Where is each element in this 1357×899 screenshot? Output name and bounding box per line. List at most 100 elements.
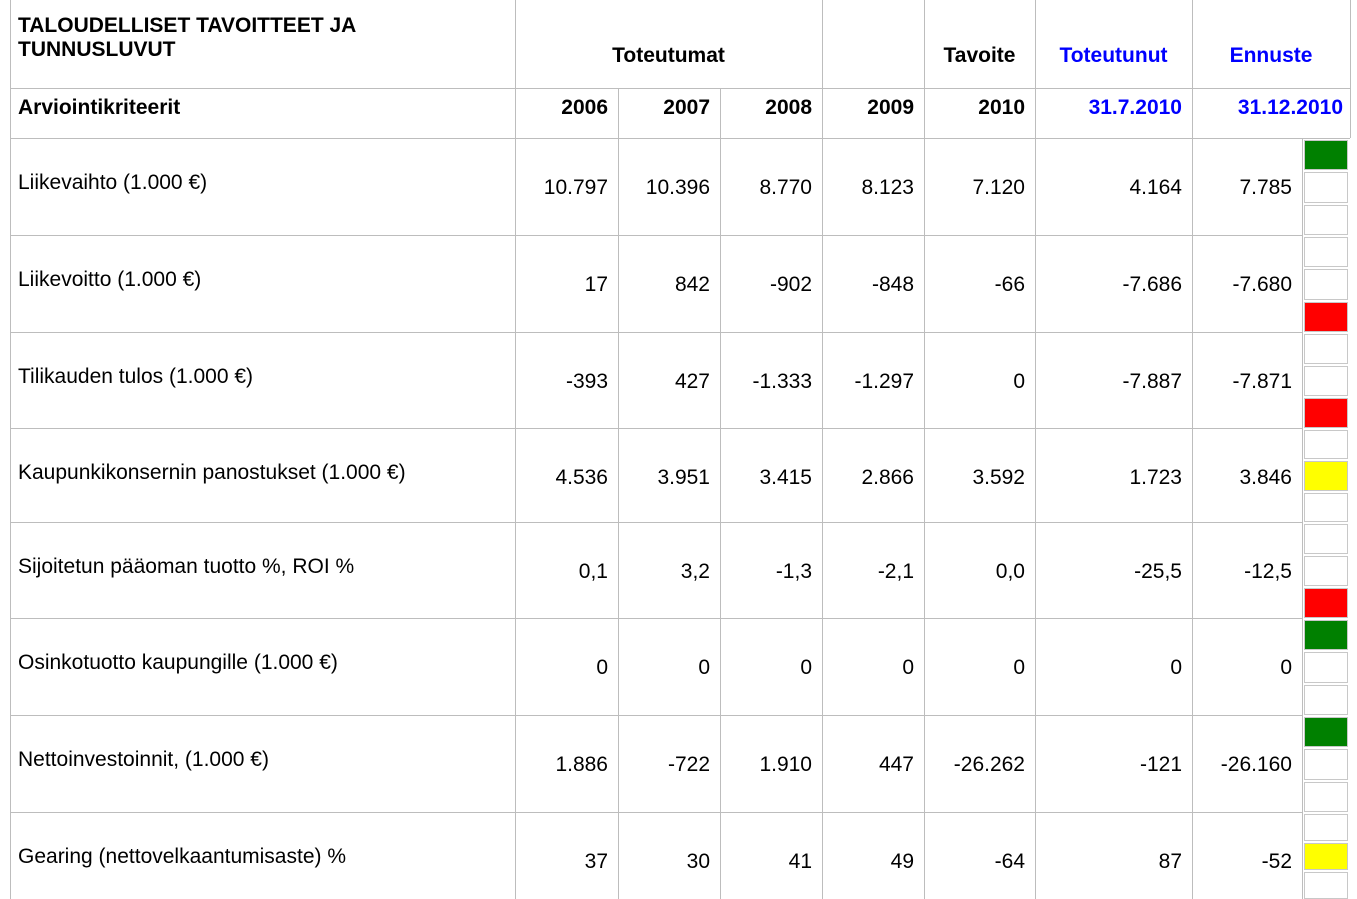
cell-value: -12,5 — [1244, 560, 1292, 583]
cell-value: -1.333 — [752, 370, 812, 393]
cell-value: 3,2 — [680, 560, 710, 583]
year-header: 2009 — [867, 96, 914, 119]
cell-value: 41 — [788, 850, 812, 873]
signal-light — [1304, 140, 1348, 171]
signal-light — [1304, 269, 1348, 300]
cell-value: 7.785 — [1239, 176, 1292, 199]
cell-value: 49 — [890, 850, 914, 873]
column-line — [1192, 0, 1193, 899]
cell-value: -1,3 — [775, 560, 812, 583]
column-line — [720, 88, 721, 899]
header-title: TALOUDELLISET TAVOITTEET JA TUNNUSLUVUT — [18, 14, 356, 61]
cell-value: 0,0 — [995, 560, 1025, 583]
column-line — [618, 88, 619, 899]
signal-light — [1304, 620, 1348, 651]
signal-light — [1304, 237, 1348, 268]
header-cell: Ennuste — [1229, 44, 1313, 67]
signal-light — [1304, 204, 1348, 235]
row-line — [10, 332, 1302, 333]
cell-value: 0 — [1013, 370, 1025, 393]
cell-value: 4.536 — [555, 466, 608, 489]
header-cell: Tavoite — [943, 44, 1016, 67]
cell-value: 17 — [584, 273, 608, 296]
cell-value: 842 — [674, 273, 710, 296]
row-line — [10, 88, 1302, 89]
row-label: Liikevoitto (1.000 €) — [18, 268, 202, 291]
signal-light — [1304, 398, 1348, 428]
column-line — [924, 0, 925, 899]
row-label: Liikevaihto (1.000 €) — [18, 171, 208, 194]
year-header: 2008 — [765, 96, 812, 119]
cell-value: -2,1 — [877, 560, 914, 583]
cell-value: 0 — [902, 656, 914, 679]
column-line — [10, 0, 11, 899]
cell-value: 2.866 — [861, 466, 914, 489]
cell-value: 447 — [878, 753, 914, 776]
signal-light — [1304, 301, 1348, 332]
cell-value: -722 — [667, 753, 710, 776]
cell-value: -1.297 — [854, 370, 914, 393]
cell-value: -26.262 — [953, 753, 1025, 776]
signal-light — [1304, 781, 1348, 812]
signal-light — [1304, 814, 1348, 841]
signal-light — [1304, 749, 1348, 780]
cell-value: 427 — [674, 370, 710, 393]
cell-value: 1.886 — [555, 753, 608, 776]
cell-value: 4.164 — [1129, 176, 1182, 199]
cell-value: -848 — [871, 273, 914, 296]
row-label: Nettoinvestoinnit, (1.000 €) — [18, 748, 269, 771]
signal-light — [1304, 430, 1348, 460]
row-line — [10, 428, 1302, 429]
cell-value: 0 — [1170, 656, 1182, 679]
cell-value: -7.680 — [1232, 273, 1292, 296]
row-label: Kaupunkikonsernin panostukset (1.000 €) — [18, 461, 406, 484]
year-header: 31.7.2010 — [1088, 96, 1182, 119]
cell-value: -7.871 — [1232, 370, 1292, 393]
row-label: Sijoitetun pääoman tuotto %, ROI % — [18, 555, 355, 578]
cell-value: -902 — [769, 273, 812, 296]
cell-value: 3.415 — [759, 466, 812, 489]
signal-light — [1304, 461, 1348, 491]
column-line — [515, 0, 516, 899]
row-line — [10, 618, 1302, 619]
signal-light — [1304, 684, 1348, 715]
signal-light — [1304, 652, 1348, 683]
year-header: 31.12.2010 — [1237, 96, 1343, 119]
cell-value: 30 — [686, 850, 710, 873]
cell-value: -25,5 — [1134, 560, 1182, 583]
year-header: 2007 — [663, 96, 710, 119]
cell-value: 0 — [1280, 656, 1292, 679]
signal-light — [1304, 524, 1348, 554]
column-line — [1035, 0, 1036, 899]
cell-value: 0 — [800, 656, 812, 679]
row-line — [1302, 138, 1350, 139]
cell-value: 0 — [698, 656, 710, 679]
row-line — [10, 715, 1302, 716]
row-line — [10, 235, 1302, 236]
column-line — [1302, 138, 1303, 899]
cell-value: -7.887 — [1122, 370, 1182, 393]
cell-value: 7.120 — [972, 176, 1025, 199]
cell-value: -64 — [994, 850, 1025, 873]
cell-value: -393 — [565, 370, 608, 393]
cell-value: 3.846 — [1239, 466, 1292, 489]
signal-light — [1304, 366, 1348, 396]
cell-value: -121 — [1139, 753, 1182, 776]
row-label: Osinkotuotto kaupungille (1.000 €) — [18, 651, 338, 674]
row-line — [10, 522, 1302, 523]
header-cell: Toteutunut — [1059, 44, 1168, 67]
cell-value: -52 — [1261, 850, 1292, 873]
row-label: Tilikauden tulos (1.000 €) — [18, 365, 254, 388]
year-header: 2006 — [561, 96, 608, 119]
cell-value: 10.797 — [543, 176, 608, 199]
signal-light — [1304, 492, 1348, 522]
cell-value: 1.723 — [1129, 466, 1182, 489]
signal-light — [1304, 172, 1348, 203]
row-line — [10, 138, 1302, 139]
header-cell: Arviointikriteerit — [18, 96, 181, 119]
cell-value: 37 — [584, 850, 608, 873]
cell-value: 10.396 — [645, 176, 710, 199]
row-line — [10, 812, 1302, 813]
cell-value: 8.123 — [861, 176, 914, 199]
